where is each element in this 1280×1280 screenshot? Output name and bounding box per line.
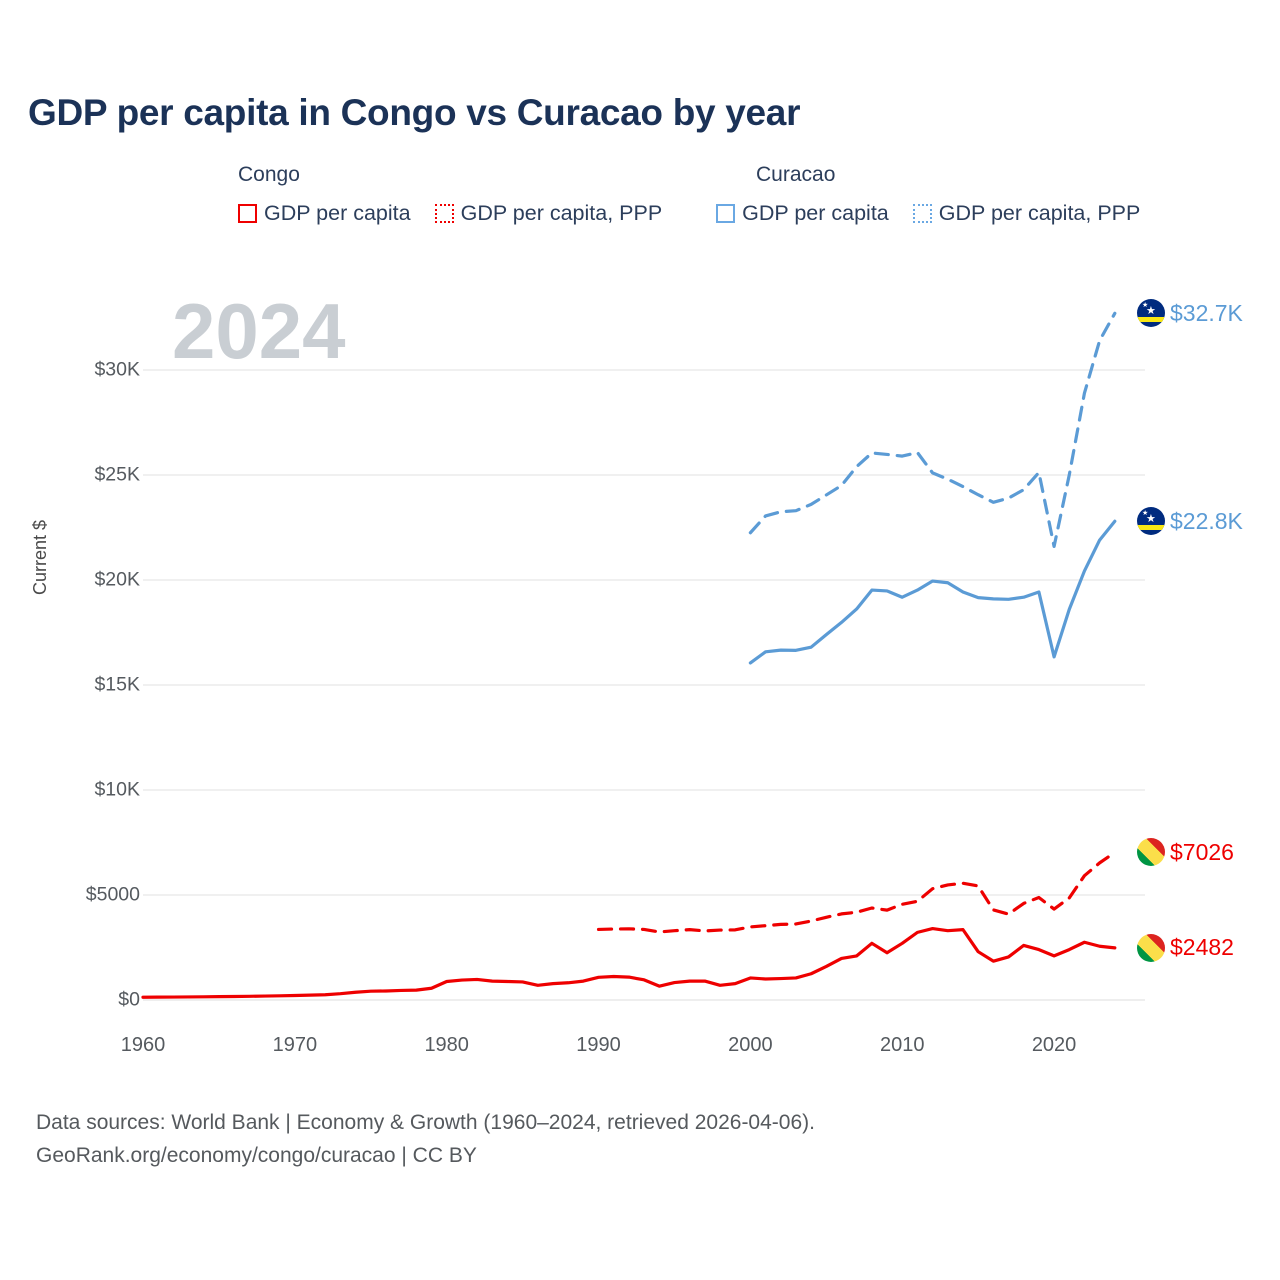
legend-item-curacao-gdp[interactable]: GDP per capita [716, 201, 889, 226]
x-axis-tick-label: 1960 [120, 1034, 166, 1056]
legend-item-label: GDP per capita, PPP [460, 201, 663, 225]
series-line [748, 311, 1117, 548]
x-axis-tick-label: 1970 [272, 1034, 318, 1056]
endpoint-congo-nominal: $2482 [1137, 933, 1234, 962]
legend-item-congo-gdp-ppp[interactable]: GDP per capita, PPP [434, 201, 663, 226]
legend-swatch-dotted-red-icon [434, 204, 454, 223]
congo-flag-icon [1137, 933, 1165, 962]
y-axis-tick-label: $15K [94, 673, 140, 696]
endpoint-value: $7026 [1170, 838, 1234, 865]
legend-group-congo: Congo [238, 163, 300, 186]
legend-item-curacao-gdp-ppp[interactable]: GDP per capita, PPP [912, 201, 1141, 226]
legend-swatch-dotted-blue-icon [912, 204, 932, 223]
congo-flag-icon [1137, 838, 1165, 867]
curacao-flag-icon: ★ ★ [1137, 507, 1165, 536]
legend-item-label: GDP per capita, PPP [938, 201, 1141, 225]
legend-item-congo-gdp[interactable]: GDP per capita [238, 201, 411, 226]
x-axis-tick-label: 2020 [1031, 1034, 1077, 1056]
y-axis-tick-label: $25K [94, 463, 140, 486]
gridlines [143, 369, 1145, 1001]
endpoint-value: $2482 [1170, 934, 1234, 961]
x-axis-tick-label: 2000 [728, 1034, 773, 1056]
footer: Data sources: World Bank | Economy & Gro… [36, 1107, 815, 1172]
y-axis-tick-label: $30K [94, 358, 140, 381]
series-line [141, 927, 1117, 999]
y-axis-tick-label: $20K [94, 568, 140, 591]
series-paths [141, 311, 1117, 999]
chart-legend: Congo Curacao GDP per capita GDP per cap… [238, 163, 1258, 225]
legend-group-row: Congo Curacao [238, 163, 1258, 191]
legend-item-row: GDP per capita GDP per capita, PPP GDP p… [238, 201, 1140, 226]
x-axis-tick-label: 2010 [879, 1034, 925, 1056]
x-axis-tick-label: 1990 [576, 1034, 621, 1056]
watermark-year: 2024 [172, 287, 346, 375]
endpoint-value: $32.7K [1170, 299, 1243, 326]
footer-line-sources: Data sources: World Bank | Economy & Gro… [36, 1111, 815, 1134]
series-line [596, 850, 1117, 934]
y-axis-tick-label: $5000 [85, 883, 140, 906]
series-line [748, 519, 1117, 665]
legend-group-curacao: Curacao [756, 163, 836, 186]
endpoint-curacao-nominal: ★ ★ $22.8K [1137, 507, 1243, 536]
legend-swatch-solid-blue-icon [716, 204, 736, 223]
page-title: GDP per capita in Congo vs Curacao by ye… [28, 92, 801, 133]
legend-item-label: GDP per capita [264, 201, 411, 225]
x-axis-tick-label: 1980 [424, 1034, 469, 1056]
y-axis-tick-label: $0 [118, 988, 140, 1011]
footer-line-attribution: GeoRank.org/economy/congo/curacao | CC B… [36, 1143, 477, 1167]
legend-swatch-solid-red-icon [238, 204, 257, 223]
curacao-flag-icon: ★ ★ [1137, 299, 1165, 328]
endpoint-congo-ppp: $7026 [1137, 838, 1234, 867]
legend-item-label: GDP per capita [742, 201, 889, 225]
y-axis-tick-label: $10K [94, 778, 140, 801]
endpoint-curacao-ppp: ★ ★ $32.7K [1137, 299, 1243, 328]
endpoint-value: $22.8K [1170, 507, 1243, 534]
